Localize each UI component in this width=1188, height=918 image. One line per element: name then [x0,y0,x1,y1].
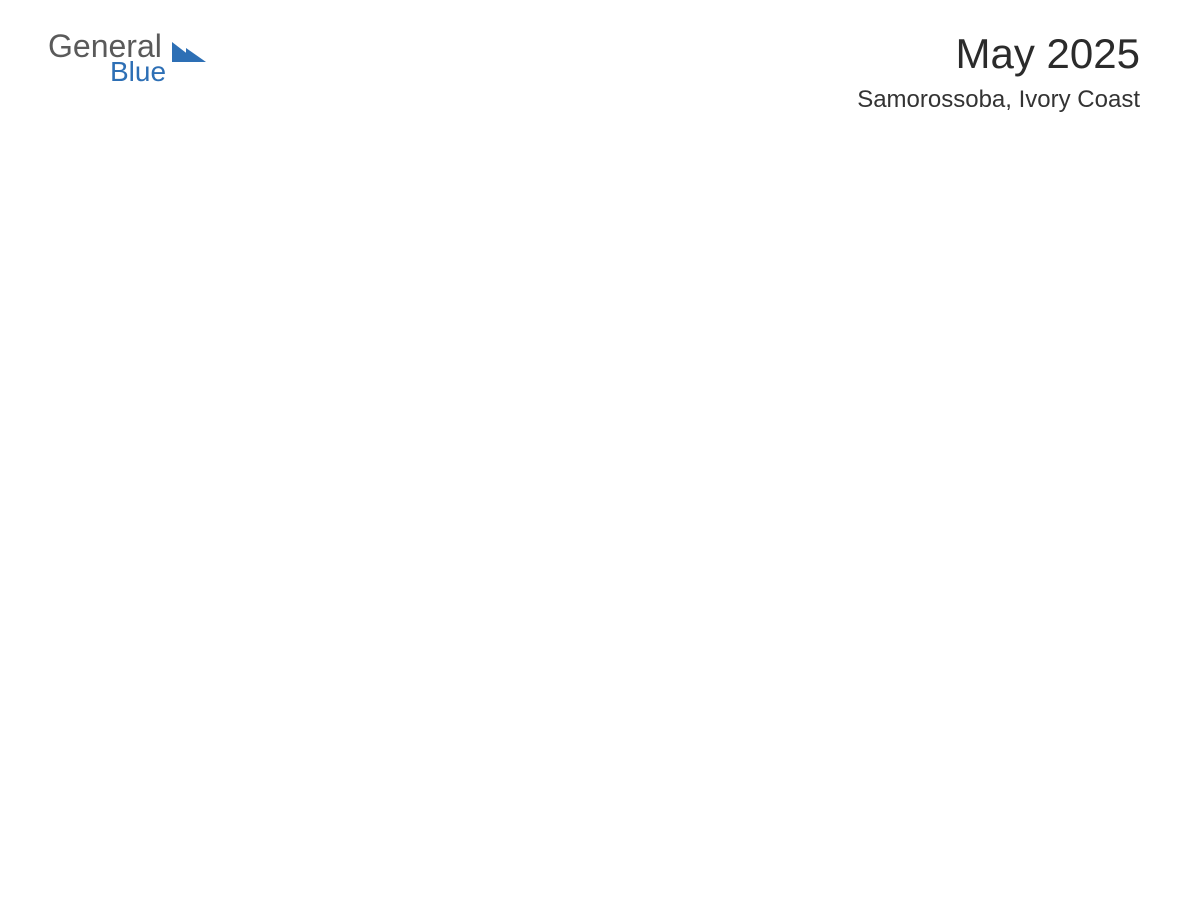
logo-text: General Blue [48,30,166,86]
header: General Blue May 2025 Samorossoba, Ivory… [48,30,1140,124]
title-block: May 2025 Samorossoba, Ivory Coast [857,30,1140,124]
logo: General Blue [48,30,206,86]
page-subtitle: Samorossoba, Ivory Coast [857,86,1140,114]
page-title: May 2025 [857,30,1140,78]
logo-triangle-icon [172,36,206,62]
